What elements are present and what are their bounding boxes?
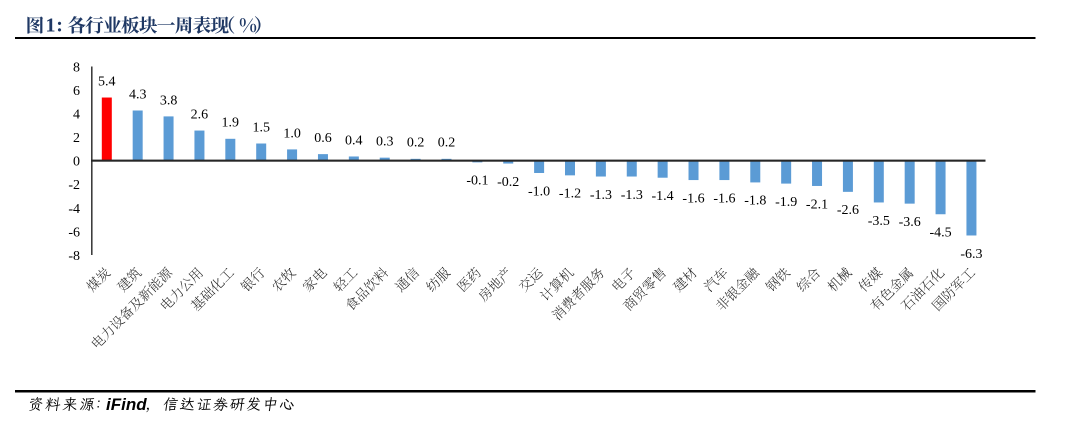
svg-text:-4.5: -4.5 <box>930 226 952 241</box>
svg-text:1.0: 1.0 <box>283 126 301 141</box>
svg-text:-0.2: -0.2 <box>497 175 519 190</box>
svg-text:-1.3: -1.3 <box>621 188 643 203</box>
svg-text:5.4: 5.4 <box>98 74 116 89</box>
svg-text:iFind: iFind <box>106 395 147 414</box>
svg-text:-1.3: -1.3 <box>590 188 612 203</box>
svg-text:6: 6 <box>73 84 80 99</box>
svg-text:-1.9: -1.9 <box>775 195 797 210</box>
svg-text:4.3: 4.3 <box>129 87 147 102</box>
svg-text:0.2: 0.2 <box>407 136 425 151</box>
svg-text:-3.5: -3.5 <box>868 214 890 229</box>
svg-text:4: 4 <box>73 107 80 122</box>
svg-text:0.4: 0.4 <box>345 133 363 148</box>
svg-text:-1.4: -1.4 <box>652 189 674 204</box>
svg-text:2.6: 2.6 <box>191 107 209 122</box>
svg-text::: : <box>56 14 63 36</box>
svg-text:3.8: 3.8 <box>160 93 178 108</box>
svg-text:-2: -2 <box>68 178 80 193</box>
svg-text:-4: -4 <box>68 202 80 217</box>
svg-text:-6.3: -6.3 <box>960 247 982 262</box>
svg-text:0.6: 0.6 <box>314 131 332 146</box>
svg-text:-2.6: -2.6 <box>837 203 859 218</box>
svg-text:8: 8 <box>73 60 80 75</box>
svg-text:-1.6: -1.6 <box>713 191 735 206</box>
svg-text:1.9: 1.9 <box>222 116 240 131</box>
svg-text:0.3: 0.3 <box>376 135 394 150</box>
svg-text:0: 0 <box>73 155 80 170</box>
svg-text:-8: -8 <box>68 249 80 264</box>
svg-text:2: 2 <box>73 131 80 146</box>
svg-text:-1.0: -1.0 <box>528 184 550 199</box>
svg-text:1: 1 <box>46 14 56 36</box>
svg-text:-3.6: -3.6 <box>899 215 921 230</box>
svg-text:-0.1: -0.1 <box>466 174 488 189</box>
svg-text:-2.1: -2.1 <box>806 197 828 212</box>
svg-text:0.2: 0.2 <box>438 136 456 151</box>
svg-text:-6: -6 <box>68 225 80 240</box>
svg-text:1.5: 1.5 <box>252 120 270 135</box>
svg-text:-1.2: -1.2 <box>559 187 581 202</box>
svg-text:-1.8: -1.8 <box>744 194 766 209</box>
svg-text:-1.6: -1.6 <box>682 191 704 206</box>
